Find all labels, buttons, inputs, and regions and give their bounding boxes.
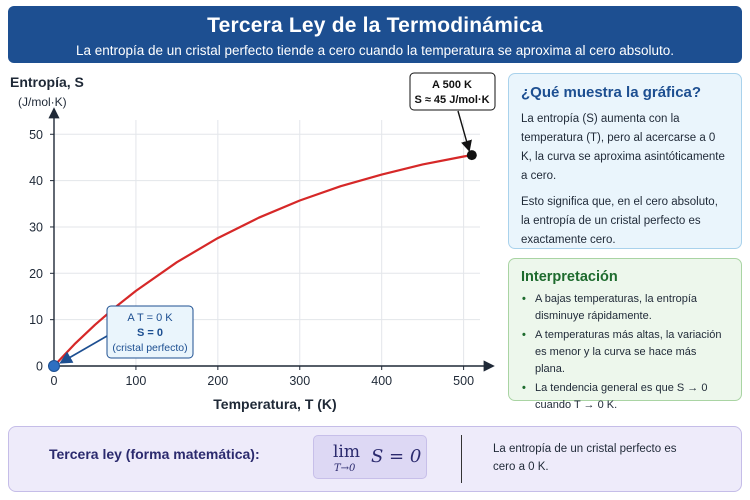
- list-item: • A bajas temperaturas, la entropía dismi…: [521, 291, 729, 325]
- bullet-icon: •: [522, 380, 526, 397]
- formula-divider: [461, 435, 462, 483]
- formula-lim-subscript: T→0: [334, 463, 355, 474]
- list-item: • A temperaturas más altas, la variación …: [521, 327, 729, 378]
- page-title: Tercera Ley de la Termodinámica: [8, 6, 742, 38]
- info-panel: ¿Qué muestra la gráfica? La entropía (S)…: [508, 73, 742, 249]
- formula-note: La entropía de un cristal perfecto es ce…: [493, 440, 693, 476]
- x-tick-label: 0: [51, 374, 58, 388]
- y-tick-label: 30: [29, 220, 43, 234]
- list-item-text: A temperaturas más altas, la variación e…: [535, 329, 721, 375]
- header-banner: Tercera Ley de la Termodinámica La entro…: [8, 6, 742, 63]
- x-tick-label: 300: [289, 374, 310, 388]
- bullet-icon: •: [522, 327, 526, 344]
- y-axis-title: Entropía, S: [10, 74, 84, 90]
- info-paragraph: La entropía (S) aumenta con la temperatu…: [521, 110, 729, 186]
- formula-panel: Tercera ley (forma matemática): lim T→0 …: [8, 426, 742, 492]
- origin-annotation-text: S = 0: [137, 327, 163, 339]
- y-tick-label: 20: [29, 267, 43, 281]
- formula-lim: lim: [333, 442, 360, 462]
- formula-label: Tercera ley (forma matemática):: [49, 446, 260, 462]
- y-tick-label: 10: [29, 313, 43, 327]
- entropy-chart: 0 100 200 300 400 500 0 10 20 30 40 50 Entropía, S (J…: [0, 68, 500, 420]
- y-axis-units: (J/mol·K): [18, 95, 67, 109]
- origin-annotation-text: A T = 0 K: [127, 312, 173, 324]
- interpretation-list: • A bajas temperaturas, la entropía dismi…: [521, 291, 729, 414]
- list-item-text: A bajas temperaturas, la entropía dismin…: [535, 293, 697, 322]
- end-annotation-text: S ≈ 45 J/mol·K: [414, 94, 489, 106]
- bullet-icon: •: [522, 291, 526, 308]
- interpretation-title: Interpretación: [521, 269, 729, 285]
- info-panel-title: ¿Qué muestra la gráfica?: [521, 84, 729, 101]
- end-point: [467, 150, 477, 160]
- y-tick-label: 40: [29, 174, 43, 188]
- formula-expression: lim T→0 S = 0: [313, 435, 427, 479]
- info-paragraph: Esto significa que, en el cero absoluto,…: [521, 193, 729, 250]
- formula-equation: S = 0: [371, 446, 421, 467]
- origin-point: [49, 361, 60, 372]
- y-tick-label: 50: [29, 128, 43, 142]
- x-tick-label: 200: [207, 374, 228, 388]
- end-annotation-text: A 500 K: [432, 79, 472, 91]
- x-tick-label: 100: [125, 374, 146, 388]
- y-tick-label: 0: [36, 360, 43, 374]
- x-tick-label: 400: [371, 374, 392, 388]
- chart-svg: 0 100 200 300 400 500 0 10 20 30 40 50 Entropía, S (J…: [0, 68, 500, 420]
- list-item: • La tendencia general es que S → 0 cuand…: [521, 380, 729, 414]
- list-item-text: La tendencia general es que S → 0 cuando…: [535, 382, 707, 411]
- interpretation-panel: Interpretación • A bajas temperaturas, la…: [508, 258, 742, 401]
- origin-annotation-text: (cristal perfecto): [112, 342, 187, 354]
- x-tick-label: 500: [453, 374, 474, 388]
- x-axis-title: Temperatura, T (K): [213, 396, 336, 412]
- page-subtitle: La entropía de un cristal perfecto tiend…: [8, 43, 742, 58]
